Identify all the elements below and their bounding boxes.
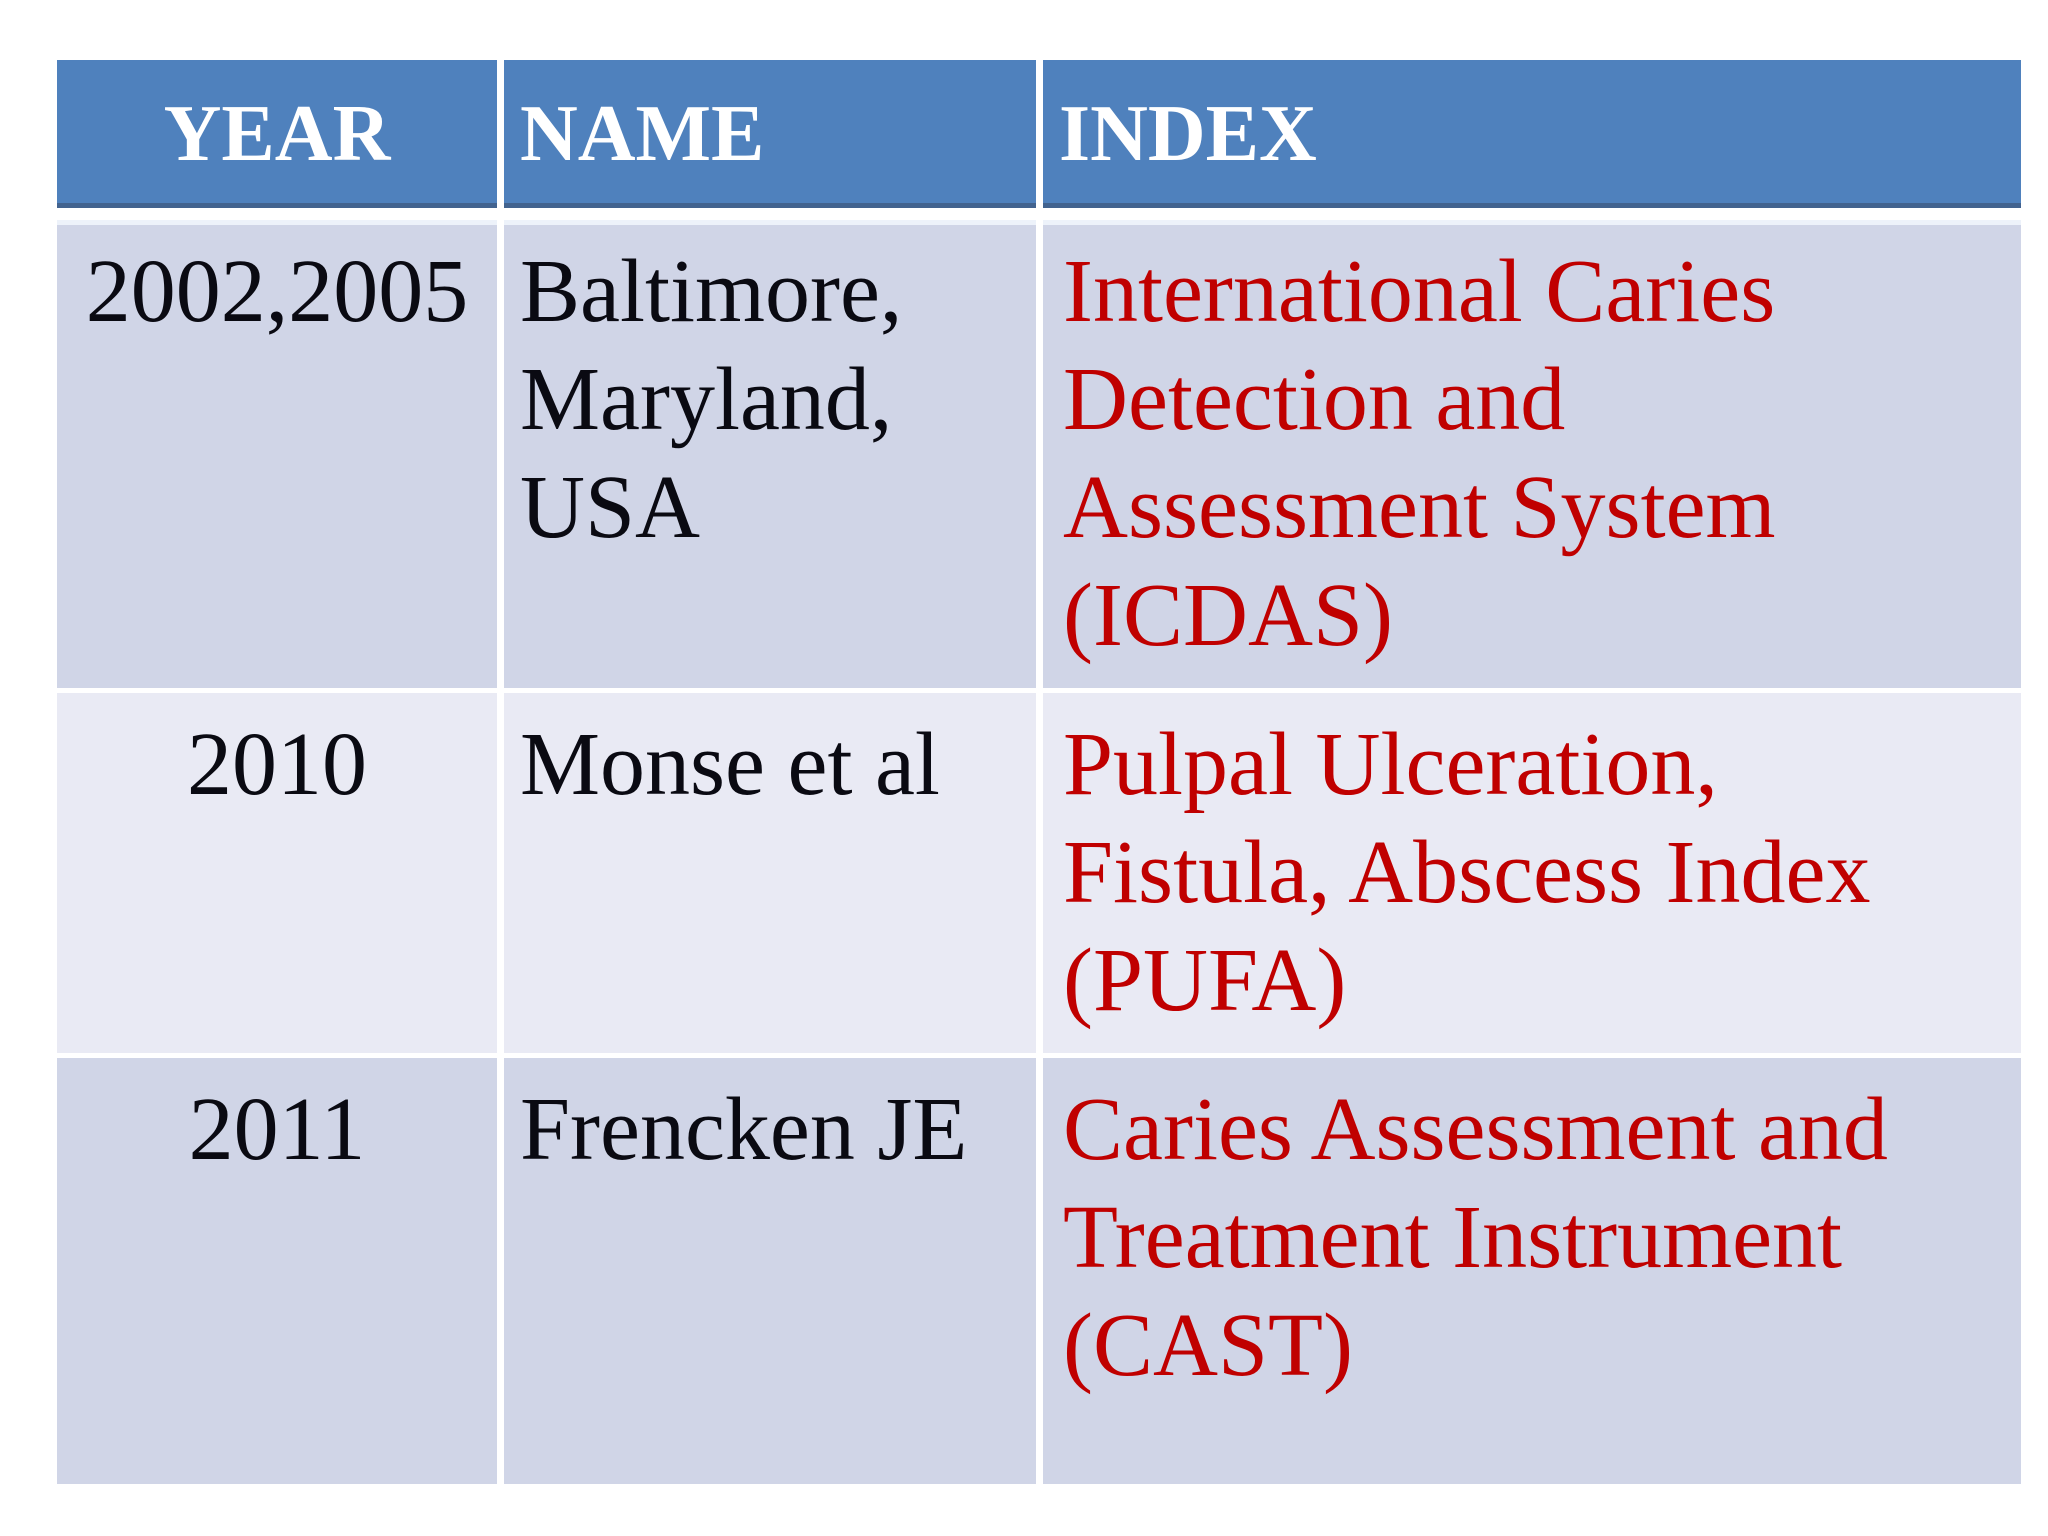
year-cell: 2002,2005 [57, 220, 504, 693]
table-header: YEAR NAME INDEX [57, 60, 2021, 220]
name-cell: Baltimore, Maryland, USA [504, 220, 1043, 693]
name-cell: Frencken JE [504, 1058, 1043, 1484]
caries-indices-table: YEAR NAME INDEX 2002,2005 Baltimore, Mar… [57, 60, 2021, 1484]
table-row: 2010 Monse et al Pulpal Ulceration, Fist… [57, 693, 2021, 1058]
index-cell: International Caries Detection and Asses… [1043, 220, 2021, 693]
table-row: 2002,2005 Baltimore, Maryland, USA Inter… [57, 220, 2021, 693]
year-cell: 2011 [57, 1058, 504, 1484]
table-body: 2002,2005 Baltimore, Maryland, USA Inter… [57, 220, 2021, 1484]
index-cell: Pulpal Ulceration, Fistula, Abscess Inde… [1043, 693, 2021, 1058]
header-row: YEAR NAME INDEX [57, 60, 2021, 220]
table-row: 2011 Frencken JE Caries Assessment and T… [57, 1058, 2021, 1484]
name-column-header: NAME [504, 60, 1043, 220]
year-column-header: YEAR [57, 60, 504, 220]
index-column-header: INDEX [1043, 60, 2021, 220]
name-cell: Monse et al [504, 693, 1043, 1058]
index-cell: Caries Assessment and Treatment Instrume… [1043, 1058, 2021, 1484]
year-cell: 2010 [57, 693, 504, 1058]
